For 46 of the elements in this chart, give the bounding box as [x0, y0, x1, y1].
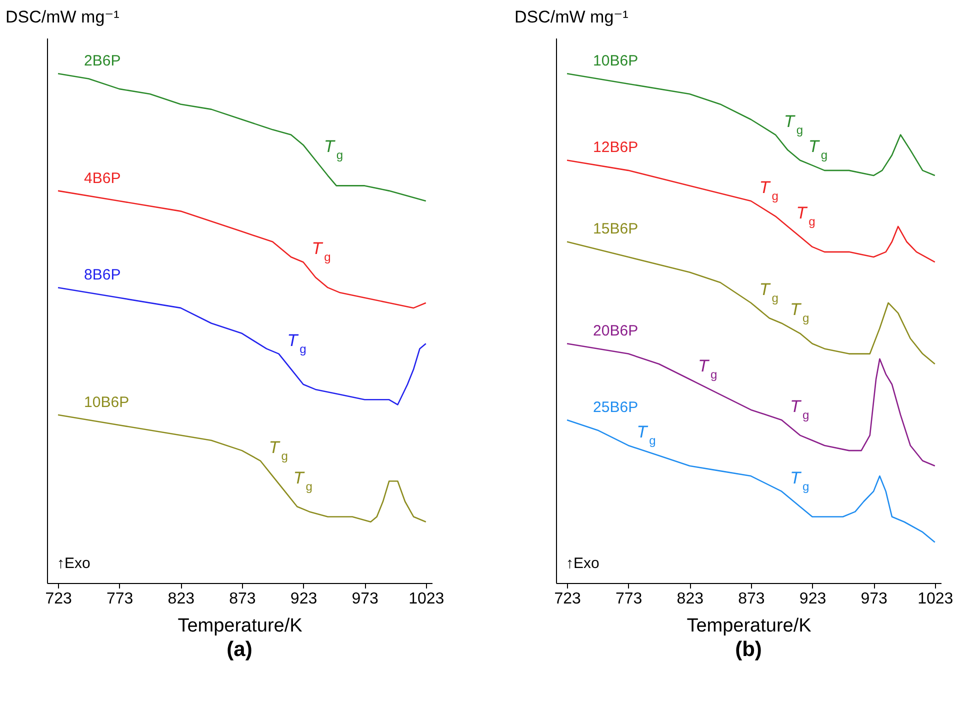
- x-tick-label: 973: [352, 590, 379, 608]
- annotation: T$_{g}$: [698, 356, 718, 382]
- annotation: T$_{g}$: [759, 178, 778, 203]
- annotation: T$_{g}$: [790, 468, 810, 494]
- x-tick-label: 723: [45, 590, 72, 608]
- series-label: 10B6P: [84, 394, 130, 411]
- series-label: 20B6P: [593, 322, 638, 340]
- x-tick-label: 873: [738, 590, 765, 608]
- x-tick-label: 773: [106, 590, 134, 608]
- y-axis-title: DSC/mW mg⁻¹: [6, 8, 120, 26]
- series-label: 25B6P: [593, 399, 638, 416]
- series-label: 2B6P: [84, 52, 121, 70]
- annotation: T$_{g}$: [796, 203, 816, 228]
- annotation: T$_{g}$: [808, 137, 828, 162]
- annotation: T$_{g}$: [790, 397, 810, 422]
- annotation: T$_{g}$: [268, 438, 288, 463]
- annotation: T$_{g}$: [790, 300, 810, 326]
- annotation: T$_{g}$: [293, 468, 312, 494]
- x-tick-label: 823: [676, 590, 704, 608]
- x-tick-label: 723: [554, 590, 581, 608]
- x-axis-title: Temperature/K: [686, 616, 812, 636]
- x-tick-label: 773: [615, 590, 642, 608]
- text: (b): [735, 638, 762, 661]
- text: (a): [226, 638, 252, 661]
- x-tick-label: 1023: [918, 590, 954, 608]
- annotation: T$_{g}$: [312, 239, 331, 264]
- y-axis-title: DSC/mW mg⁻¹: [514, 8, 629, 26]
- series-label: 8B6P: [84, 266, 121, 284]
- annotation: T$_{g}$: [287, 330, 306, 356]
- series-label: 10B6P: [593, 52, 638, 70]
- x-axis-title: Temperature/K: [178, 616, 303, 636]
- annotation: ↑Exo: [57, 555, 90, 572]
- x-tick-label: 823: [168, 590, 195, 608]
- x-tick-label: 1023: [408, 590, 444, 608]
- annotation: T$_{g}$: [324, 137, 344, 162]
- annotation: T$_{g}$: [759, 280, 778, 305]
- x-tick-label: 923: [799, 590, 826, 608]
- series-label: 15B6P: [593, 220, 638, 238]
- annotation: T$_{g}$: [784, 112, 804, 137]
- series-label: 4B6P: [84, 170, 121, 187]
- annotation: ↑Exo: [566, 555, 600, 572]
- x-tick-label: 873: [229, 590, 256, 608]
- x-tick-label: 973: [860, 590, 888, 608]
- x-tick-label: 923: [290, 590, 318, 608]
- annotation: T$_{g}$: [636, 422, 656, 448]
- series-label: 12B6P: [593, 139, 638, 156]
